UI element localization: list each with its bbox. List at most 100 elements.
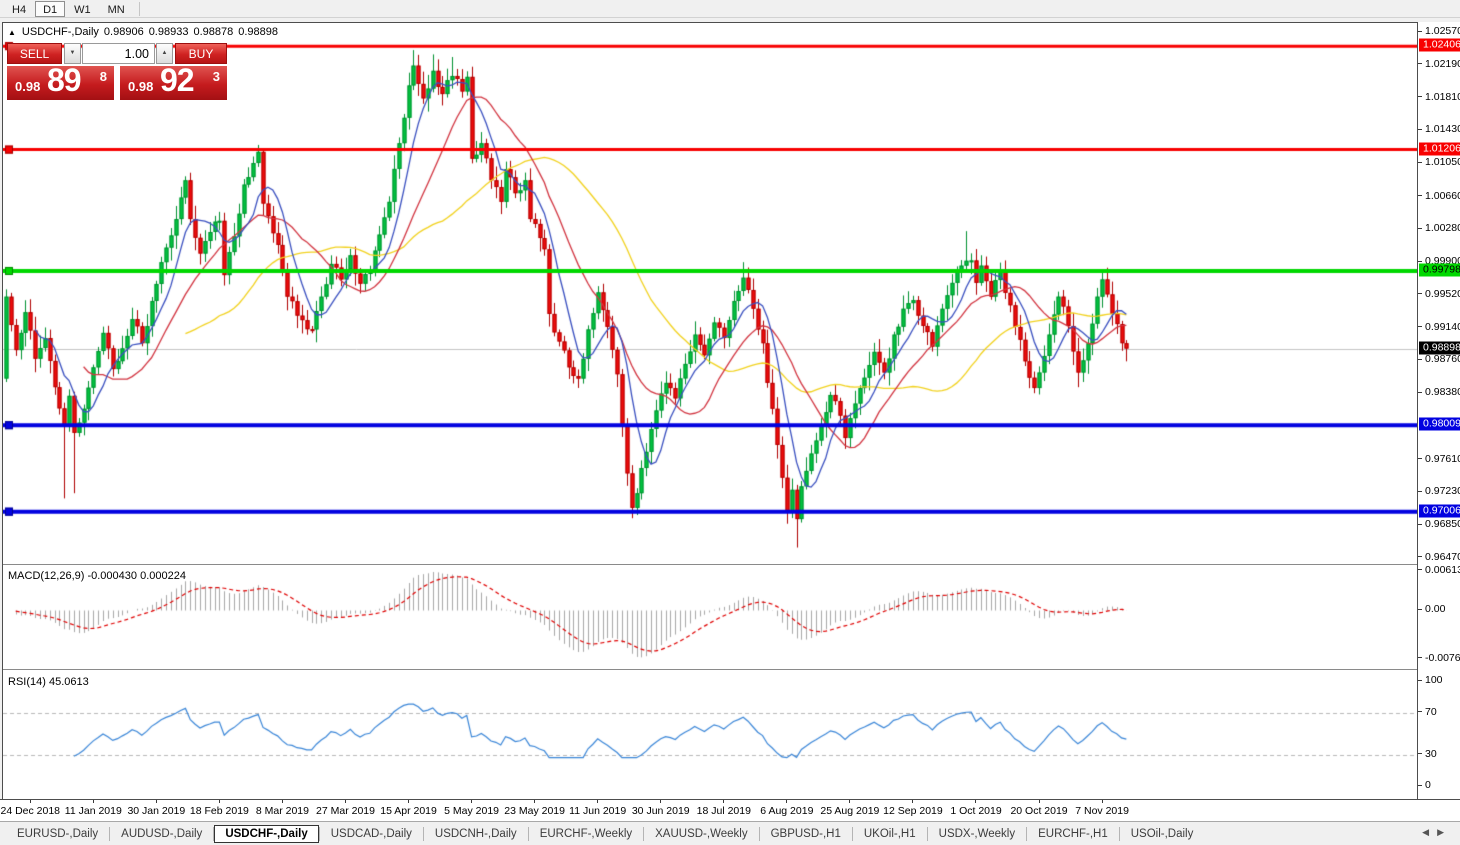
volume-increase-button[interactable]: ▲ [156, 43, 173, 64]
timeframe-mn[interactable]: MN [107, 3, 125, 16]
macd-axis-label: -0.007612 [1425, 651, 1460, 664]
chart-tab-eurchf[interactable]: EURCHF-,Weekly [539, 827, 633, 840]
price-tick [1418, 293, 1422, 294]
tab-scroll-arrows[interactable]: ◀▶ [1422, 827, 1452, 838]
buy-price-sup: 3 [212, 69, 220, 84]
date-axis-label: 6 Aug 2019 [760, 805, 814, 817]
volume-input[interactable] [82, 43, 155, 64]
chart-window: 1.02570 1.02190 1.01810 1.01430 1.01050 1.006… [0, 22, 1460, 821]
date-axis-label: 15 Apr 2019 [380, 805, 437, 817]
date-tick [471, 800, 472, 803]
rsi-axis-label: 30 [1425, 747, 1437, 760]
date-axis-label: 24 Dec 2018 [0, 805, 61, 817]
chart-tab-audusd[interactable]: AUDUSD-,Daily [121, 827, 203, 840]
price-axis-label: 0.96470 [1425, 550, 1460, 563]
price-tick [1418, 31, 1422, 32]
price-axis-label: 1.01050 [1425, 156, 1460, 169]
collapse-arrow-icon[interactable]: ▲ [8, 27, 16, 37]
chart-tab-bar: EURUSD-,Daily AUDUSD-,Daily USDCHF-,Daily U… [0, 821, 1460, 845]
tab-separator [422, 826, 424, 841]
price-tick [1418, 63, 1422, 64]
chart-tab-eurchf[interactable]: EURCHF-,H1 [1038, 827, 1108, 840]
date-tick [1039, 800, 1040, 803]
price-axis-label: 1.02190 [1425, 57, 1460, 70]
date-tick [534, 800, 535, 803]
date-axis-label: 5 May 2019 [444, 805, 500, 817]
date-tick [849, 800, 850, 803]
rsi-tick [1418, 785, 1422, 786]
price-tick [1418, 524, 1422, 525]
toolbar-separator [138, 1, 140, 16]
panel-splitter[interactable] [3, 669, 1418, 670]
timeframe-d1[interactable]: D1 [35, 0, 66, 17]
hline-price-badge: 0.97006 [1419, 504, 1460, 518]
panel-splitter-highlight [3, 565, 1418, 566]
price-tick [1418, 96, 1422, 97]
date-axis-label: 30 Jan 2019 [127, 805, 186, 817]
macd-header: MACD(12,26,9) -0.000430 0.000224 [8, 570, 186, 582]
symbol-ohlc-line: ▲ USDCHF-,Daily 0.98906 0.98933 0.98878 … [8, 26, 278, 38]
price-axis[interactable]: 1.02570 1.02190 1.01810 1.01430 1.01050 1.006… [1417, 22, 1460, 799]
chart-tab-eurusd[interactable]: EURUSD-,Daily [17, 827, 99, 840]
chart-tab-xauusd[interactable]: XAUUSD-,Weekly [655, 827, 748, 840]
tab-separator [318, 826, 320, 841]
tab-separator [1118, 826, 1120, 841]
macd-axis-label: 0.00 [1425, 603, 1446, 615]
panel-splitter-highlight [3, 670, 1418, 671]
chart-tab-usdcnh[interactable]: USDCNH-,Daily [434, 827, 517, 840]
sell-price-sup: 8 [99, 69, 107, 84]
volume-decrease-button[interactable]: ▼ [64, 43, 81, 64]
price-axis-label: 0.97610 [1425, 452, 1460, 465]
rsi-tick [1418, 680, 1422, 681]
chart-tab-usoil[interactable]: USOil-,Daily [1130, 827, 1194, 840]
date-axis-label: 7 Nov 2019 [1075, 805, 1129, 817]
rsi-panel-canvas[interactable] [3, 671, 1417, 799]
date-tick [723, 800, 724, 803]
chart-tab-usdchf[interactable]: USDCHF-,Daily [214, 824, 319, 843]
scroll-right-icon[interactable]: ▶ [1437, 827, 1452, 837]
ohlc-low: 0.98878 [193, 26, 234, 38]
rsi-tick [1418, 753, 1422, 754]
buy-price-small: 0.98 [128, 79, 154, 94]
scroll-left-icon[interactable]: ◀ [1422, 827, 1438, 837]
date-axis-label: 23 May 2019 [504, 805, 565, 817]
price-axis-label: 0.96850 [1425, 518, 1460, 531]
macd-tick [1418, 657, 1422, 658]
rsi-header: RSI(14) 45.0613 [8, 676, 89, 688]
tab-separator [926, 826, 928, 841]
buy-price-tile[interactable]: 0.98 92 3 [120, 62, 227, 100]
price-tick [1418, 458, 1422, 459]
rsi-axis-label: 100 [1425, 674, 1443, 686]
tab-separator [213, 826, 215, 841]
price-chart-canvas[interactable] [3, 24, 1417, 564]
price-tick [1418, 195, 1422, 196]
buy-button[interactable]: BUY [175, 43, 227, 64]
macd-axis-label: 0.00613 [1425, 563, 1460, 576]
panel-splitter[interactable] [3, 564, 1418, 565]
date-tick [282, 800, 283, 803]
price-tick [1418, 129, 1422, 130]
trade-panel-controls: SELL ▼ ▲ BUY [7, 43, 227, 64]
macd-panel-canvas[interactable] [3, 567, 1417, 669]
timeframe-h4[interactable]: H4 [12, 3, 27, 16]
price-tick [1418, 162, 1422, 163]
chart-tab-usdx[interactable]: USDX-,Weekly [938, 827, 1016, 840]
chart-tab-ukoil[interactable]: UKOil-,H1 [863, 827, 916, 840]
chart-tab-usdcad[interactable]: USDCAD-,Daily [330, 827, 412, 840]
date-tick [219, 800, 220, 803]
price-axis-label: 1.00280 [1425, 222, 1460, 235]
date-axis-label: 27 Mar 2019 [316, 805, 375, 817]
date-tick [786, 800, 787, 803]
sell-button[interactable]: SELL [7, 43, 62, 64]
tab-separator [1026, 826, 1028, 841]
chart-tab-gbpusd[interactable]: GBPUSD-,H1 [770, 827, 841, 840]
ohlc-high: 0.98933 [148, 26, 189, 38]
price-axis-label: 0.97230 [1425, 485, 1460, 498]
macd-tick [1418, 609, 1422, 610]
timeframe-toolbar: H4 D1 W1 MN [0, 0, 1460, 18]
timeframe-w1[interactable]: W1 [74, 3, 91, 16]
rsi-tick [1418, 711, 1422, 712]
sell-price-tile[interactable]: 0.98 89 8 [7, 62, 114, 100]
date-axis[interactable]: 24 Dec 2018 11 Jan 2019 30 Jan 2019 18 Feb … [0, 799, 1460, 821]
tab-separator [527, 826, 529, 841]
